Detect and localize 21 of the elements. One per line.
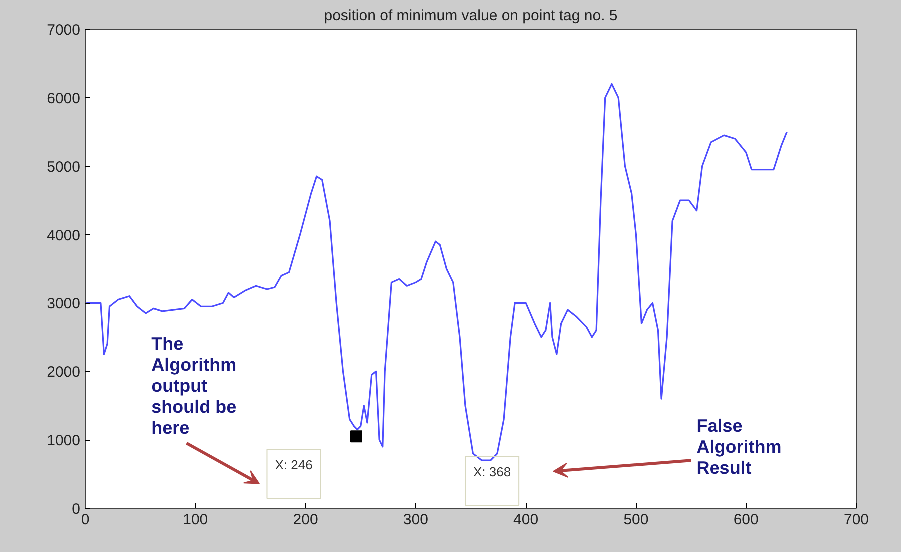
annotation: False Algorithm Result [696,416,782,478]
annotation: X: 368 [473,464,512,480]
x-tick-label: 100 [183,512,208,528]
y-tick-label: 3000 [47,296,81,313]
x-tick-label: 200 [293,512,318,528]
x-tick-label: 700 [844,512,870,528]
y-tick-label: 7000 [47,22,81,39]
annotation: X: 246 [275,458,313,473]
y-tick-label: 1000 [47,432,81,450]
y-tick-label: 5000 [47,158,81,176]
y-tick-label: 2000 [47,364,81,382]
annotation: The Algorithm output should be here [152,334,237,438]
x-tick-label: 300 [403,512,428,528]
line-series [86,83,788,462]
y-tick-label: 4000 [47,227,81,244]
x-tick-label: 400 [514,512,539,528]
y-tick-label: 0 [72,501,80,518]
x-tick-label: 500 [624,512,649,528]
chart-title: position of minimum value on point tag no. 5 [324,8,618,24]
y-tick-label: 6000 [47,90,81,108]
x-tick-label: 600 [734,512,759,528]
